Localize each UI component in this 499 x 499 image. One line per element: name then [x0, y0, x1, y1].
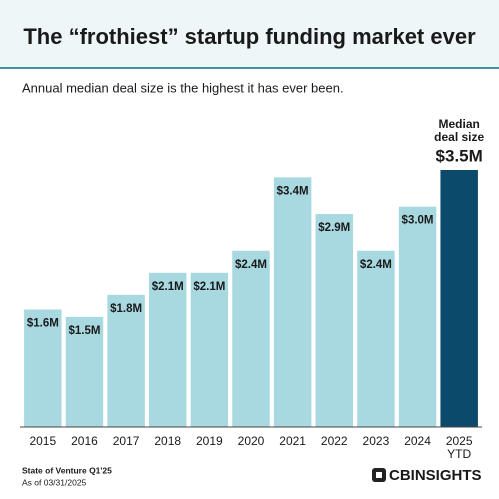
x-tick-label: 2018 [154, 434, 181, 448]
title-band [0, 0, 499, 68]
value-label: $3.5M [436, 146, 483, 165]
value-label: $3.4M [277, 185, 309, 197]
bar [440, 170, 478, 427]
bar [273, 177, 312, 427]
value-label: $2.1M [152, 281, 184, 293]
bar [24, 309, 62, 427]
x-tick-label: 2016 [71, 434, 98, 448]
x-tick-label: 2022 [321, 434, 348, 448]
date-note: As of 03/31/2025 [22, 477, 87, 487]
value-label: $3.0M [402, 215, 434, 227]
source: State of Venture Q1'25 [22, 465, 112, 475]
x-tick-label: 2019 [196, 434, 223, 448]
bar [65, 316, 104, 427]
value-label: $2.4M [360, 259, 392, 271]
logo-icon [372, 468, 386, 482]
value-label: $2.9M [318, 222, 350, 234]
bar [357, 250, 395, 427]
bar [148, 272, 187, 427]
bar [315, 214, 354, 427]
value-label: $1.6M [27, 318, 59, 330]
value-label: $2.1M [193, 281, 225, 293]
bar [107, 294, 145, 427]
x-tick-label: 2020 [238, 434, 265, 448]
x-tick-label: 2015 [29, 434, 56, 448]
x-tick-label: 2021 [279, 434, 306, 448]
annotation: Median deal size [434, 117, 484, 144]
bar [398, 206, 437, 427]
subtitle: Annual median deal size is the highest i… [22, 80, 344, 95]
chart-title: The “frothiest” startup funding market e… [23, 24, 476, 49]
value-label: $2.4M [235, 259, 267, 271]
bar [232, 250, 270, 427]
value-label: $1.8M [110, 303, 142, 315]
logo: CBINSIGHTS [389, 467, 482, 484]
x-tick-label: 2023 [363, 434, 390, 448]
x-tick-label: 2017 [113, 434, 140, 448]
x-tick-label: 2025 YTD [446, 434, 473, 461]
x-tick-label: 2024 [404, 434, 431, 448]
bar [190, 272, 229, 427]
value-label: $1.5M [68, 325, 100, 337]
